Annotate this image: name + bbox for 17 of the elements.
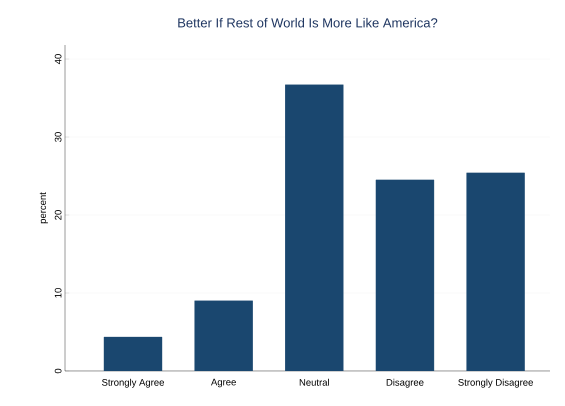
y-tick-label: 40	[54, 54, 62, 64]
bar	[376, 180, 434, 371]
x-tick-label: Neutral	[300, 378, 329, 386]
chart-title: Better If Rest of World Is More Like America?	[178, 18, 438, 28]
y-tick-label: 20	[54, 210, 62, 220]
x-tick-label: Agree	[210, 378, 236, 388]
x-tick-label: Disagree	[386, 378, 424, 388]
x-tick-label: Strongly Agree	[102, 378, 164, 388]
bar	[466, 172, 525, 371]
y-tick-label: 30	[54, 132, 62, 142]
y-axis-title: percent	[40, 192, 48, 224]
bar	[194, 300, 253, 371]
y-tick-label: 10	[54, 288, 62, 298]
bar	[104, 336, 162, 371]
y-tick-label: 0	[54, 368, 62, 374]
x-tick-label: Strongly Disagree	[458, 378, 533, 388]
bar	[285, 84, 344, 371]
